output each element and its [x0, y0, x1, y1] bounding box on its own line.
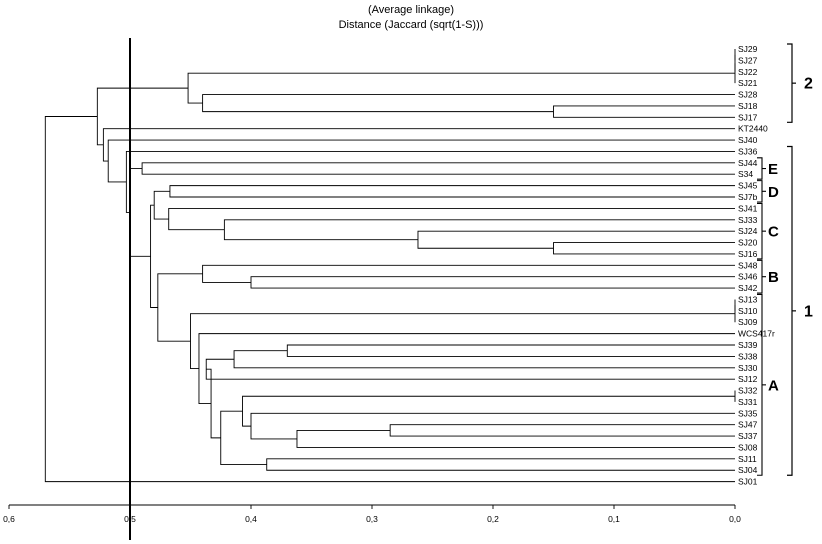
link-n7 [141, 162, 735, 175]
group-label-2: 2 [804, 76, 813, 93]
link-n37 [96, 87, 189, 146]
leaf-label-sj21: SJ21 [738, 78, 758, 88]
leaf-label-sj22: SJ22 [738, 67, 758, 77]
leaf-label-sj10: SJ10 [738, 306, 758, 316]
leaf-label-sj47: SJ47 [738, 420, 758, 430]
x-axis [8, 504, 736, 509]
link-n33 [129, 168, 151, 257]
link-n35 [107, 139, 735, 183]
x-tick-label-3: 0,3 [366, 514, 378, 524]
leaf-label-sj29: SJ29 [738, 44, 758, 54]
link-n11 [223, 219, 735, 241]
leaf-label-sj38: SJ38 [738, 351, 758, 361]
leaf-label-sj04: SJ04 [738, 465, 758, 475]
link-n12 [168, 207, 735, 231]
title-line-2: Distance (Jaccard (sqrt(1-S))) [339, 19, 484, 31]
link-n4 [553, 105, 735, 118]
link-n32 [150, 204, 158, 308]
title-line-1: (Average linkage) [368, 4, 454, 16]
leaf-label-sj30: SJ30 [738, 363, 758, 373]
leaf-label-sj41: SJ41 [738, 203, 758, 213]
link-n8 [169, 185, 735, 198]
link-n21 [389, 424, 735, 437]
leaf-label-sj46: SJ46 [738, 272, 758, 282]
link-n36 [102, 128, 735, 162]
leaf-label-sj7b: SJ7b [738, 192, 758, 202]
link-n6 [187, 72, 735, 104]
group-bracket-2 [787, 43, 796, 123]
x-tick-label-2: 0,4 [245, 514, 257, 524]
leaf-label-sj44: SJ44 [738, 158, 758, 168]
leaf-label-sj08: SJ08 [738, 442, 758, 452]
group-bracket-e [757, 157, 766, 180]
link-n25 [242, 395, 735, 427]
link-n18 [286, 344, 735, 357]
x-tick-label-5: 0,1 [608, 514, 620, 524]
leaf-label-sj11: SJ11 [738, 454, 757, 464]
x-tick-label-6: 0,0 [729, 514, 741, 524]
link-n23 [250, 412, 735, 440]
leaf-label-sj48: SJ48 [738, 260, 758, 270]
link-n26 [266, 458, 735, 471]
leaf-label-sj01: SJ01 [738, 477, 758, 487]
group-bracket-a [757, 293, 766, 476]
leaf-label-sj16: SJ16 [738, 249, 758, 259]
leaf-label-wcs417r: WCS417r [738, 329, 775, 339]
link-n13 [153, 190, 170, 220]
link-n34 [125, 151, 735, 213]
leaf-label-sj12: SJ12 [738, 374, 758, 384]
x-tick-label-0: 0,6 [3, 514, 15, 524]
leaf-label-sj20: SJ20 [738, 238, 758, 248]
leaf-label-sj32: SJ32 [738, 386, 758, 396]
leaf-label-sj33: SJ33 [738, 215, 758, 225]
leaf-label-sj36: SJ36 [738, 146, 758, 156]
dendrogram-links [44, 49, 736, 483]
group-bracket-c [757, 202, 766, 260]
leaf-label-sj45: SJ45 [738, 181, 758, 191]
group-bracket-d [757, 180, 766, 203]
group-label-d: D [768, 184, 779, 201]
leaf-label-kt2440: KT2440 [738, 124, 768, 134]
leaf-label-sj09: SJ09 [738, 317, 758, 327]
group-label-a: A [768, 377, 779, 394]
leaf-label-sj24: SJ24 [738, 226, 758, 236]
leaf-label-sj28: SJ28 [738, 90, 758, 100]
link-n31 [157, 273, 203, 342]
link-n29 [198, 333, 735, 404]
leaf-label-sj40: SJ40 [738, 135, 758, 145]
leaf-label-sj27: SJ27 [738, 55, 758, 65]
link-n9 [553, 242, 735, 255]
leaf-label-sj35: SJ35 [738, 408, 758, 418]
link-n14 [250, 276, 735, 289]
leaf-label-sj39: SJ39 [738, 340, 758, 350]
link-n27 [220, 410, 267, 466]
link-n38 [44, 116, 735, 483]
leaf-label-s34: S34 [738, 169, 753, 179]
link-n5 [202, 94, 735, 113]
group-label-b: B [768, 269, 779, 286]
link-n15 [202, 264, 735, 283]
link-n22 [296, 429, 735, 448]
leaf-label-sj13: SJ13 [738, 294, 758, 304]
group-bracket-1 [787, 145, 796, 476]
link-n20 [205, 358, 735, 380]
link-n30 [190, 313, 735, 370]
leaf-label-sj37: SJ37 [738, 431, 758, 441]
group-label-c: C [768, 224, 779, 241]
link-n10 [417, 230, 735, 249]
group-label-e: E [768, 161, 778, 178]
link-n19 [233, 350, 735, 369]
x-tick-label-4: 0,2 [487, 514, 499, 524]
group-bracket-b [757, 259, 766, 294]
leaf-label-sj17: SJ17 [738, 112, 758, 122]
group-label-1: 1 [804, 303, 813, 320]
leaf-label-sj42: SJ42 [738, 283, 758, 293]
leaf-label-sj18: SJ18 [738, 101, 758, 111]
leaf-label-sj31: SJ31 [738, 397, 758, 407]
